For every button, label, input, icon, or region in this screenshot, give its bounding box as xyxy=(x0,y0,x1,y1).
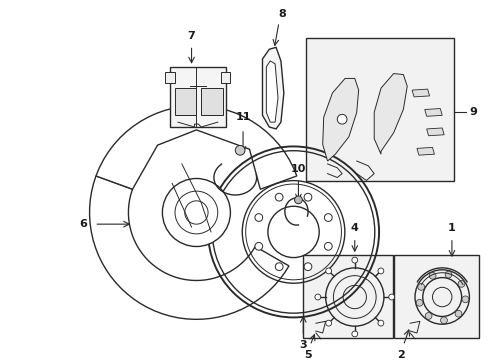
Text: 8: 8 xyxy=(278,9,285,19)
Polygon shape xyxy=(262,47,283,129)
Polygon shape xyxy=(416,147,433,155)
Text: 5: 5 xyxy=(304,350,311,360)
Circle shape xyxy=(461,296,468,303)
Circle shape xyxy=(425,312,431,319)
Circle shape xyxy=(444,271,451,278)
Polygon shape xyxy=(89,176,288,319)
Circle shape xyxy=(457,280,464,287)
Polygon shape xyxy=(266,61,278,122)
Circle shape xyxy=(377,320,383,326)
Circle shape xyxy=(325,268,331,274)
Polygon shape xyxy=(426,128,443,136)
Polygon shape xyxy=(411,89,428,97)
Circle shape xyxy=(351,257,357,263)
Polygon shape xyxy=(322,78,358,161)
Circle shape xyxy=(314,294,320,300)
Circle shape xyxy=(254,213,262,221)
Circle shape xyxy=(275,193,283,201)
Text: 7: 7 xyxy=(187,31,195,41)
Polygon shape xyxy=(96,106,296,189)
Bar xyxy=(305,37,453,181)
Bar xyxy=(165,72,175,83)
Circle shape xyxy=(440,317,447,324)
Text: 2: 2 xyxy=(397,350,405,360)
Bar xyxy=(175,88,196,115)
Circle shape xyxy=(235,145,244,155)
Bar xyxy=(201,88,222,115)
Text: 11: 11 xyxy=(235,112,250,122)
Text: 1: 1 xyxy=(447,223,455,233)
Circle shape xyxy=(388,294,394,300)
Circle shape xyxy=(275,263,283,271)
Circle shape xyxy=(324,213,331,221)
Circle shape xyxy=(254,242,262,250)
Bar xyxy=(393,255,478,338)
Circle shape xyxy=(351,331,357,337)
Circle shape xyxy=(304,193,311,201)
Bar xyxy=(220,72,230,83)
Bar xyxy=(303,255,392,338)
Circle shape xyxy=(417,283,424,290)
Circle shape xyxy=(337,114,346,124)
Circle shape xyxy=(325,320,331,326)
Circle shape xyxy=(304,263,311,271)
Circle shape xyxy=(377,268,383,274)
Circle shape xyxy=(162,179,230,247)
Circle shape xyxy=(454,310,461,317)
Text: 10: 10 xyxy=(290,164,305,174)
Text: 4: 4 xyxy=(350,223,358,233)
Circle shape xyxy=(428,273,435,279)
Circle shape xyxy=(324,242,331,250)
Circle shape xyxy=(294,196,302,204)
Bar xyxy=(170,67,225,127)
Text: 9: 9 xyxy=(468,107,476,117)
Polygon shape xyxy=(373,73,407,154)
Text: 3: 3 xyxy=(299,339,306,350)
Text: 6: 6 xyxy=(79,219,86,229)
Circle shape xyxy=(415,300,422,306)
Polygon shape xyxy=(424,108,441,116)
